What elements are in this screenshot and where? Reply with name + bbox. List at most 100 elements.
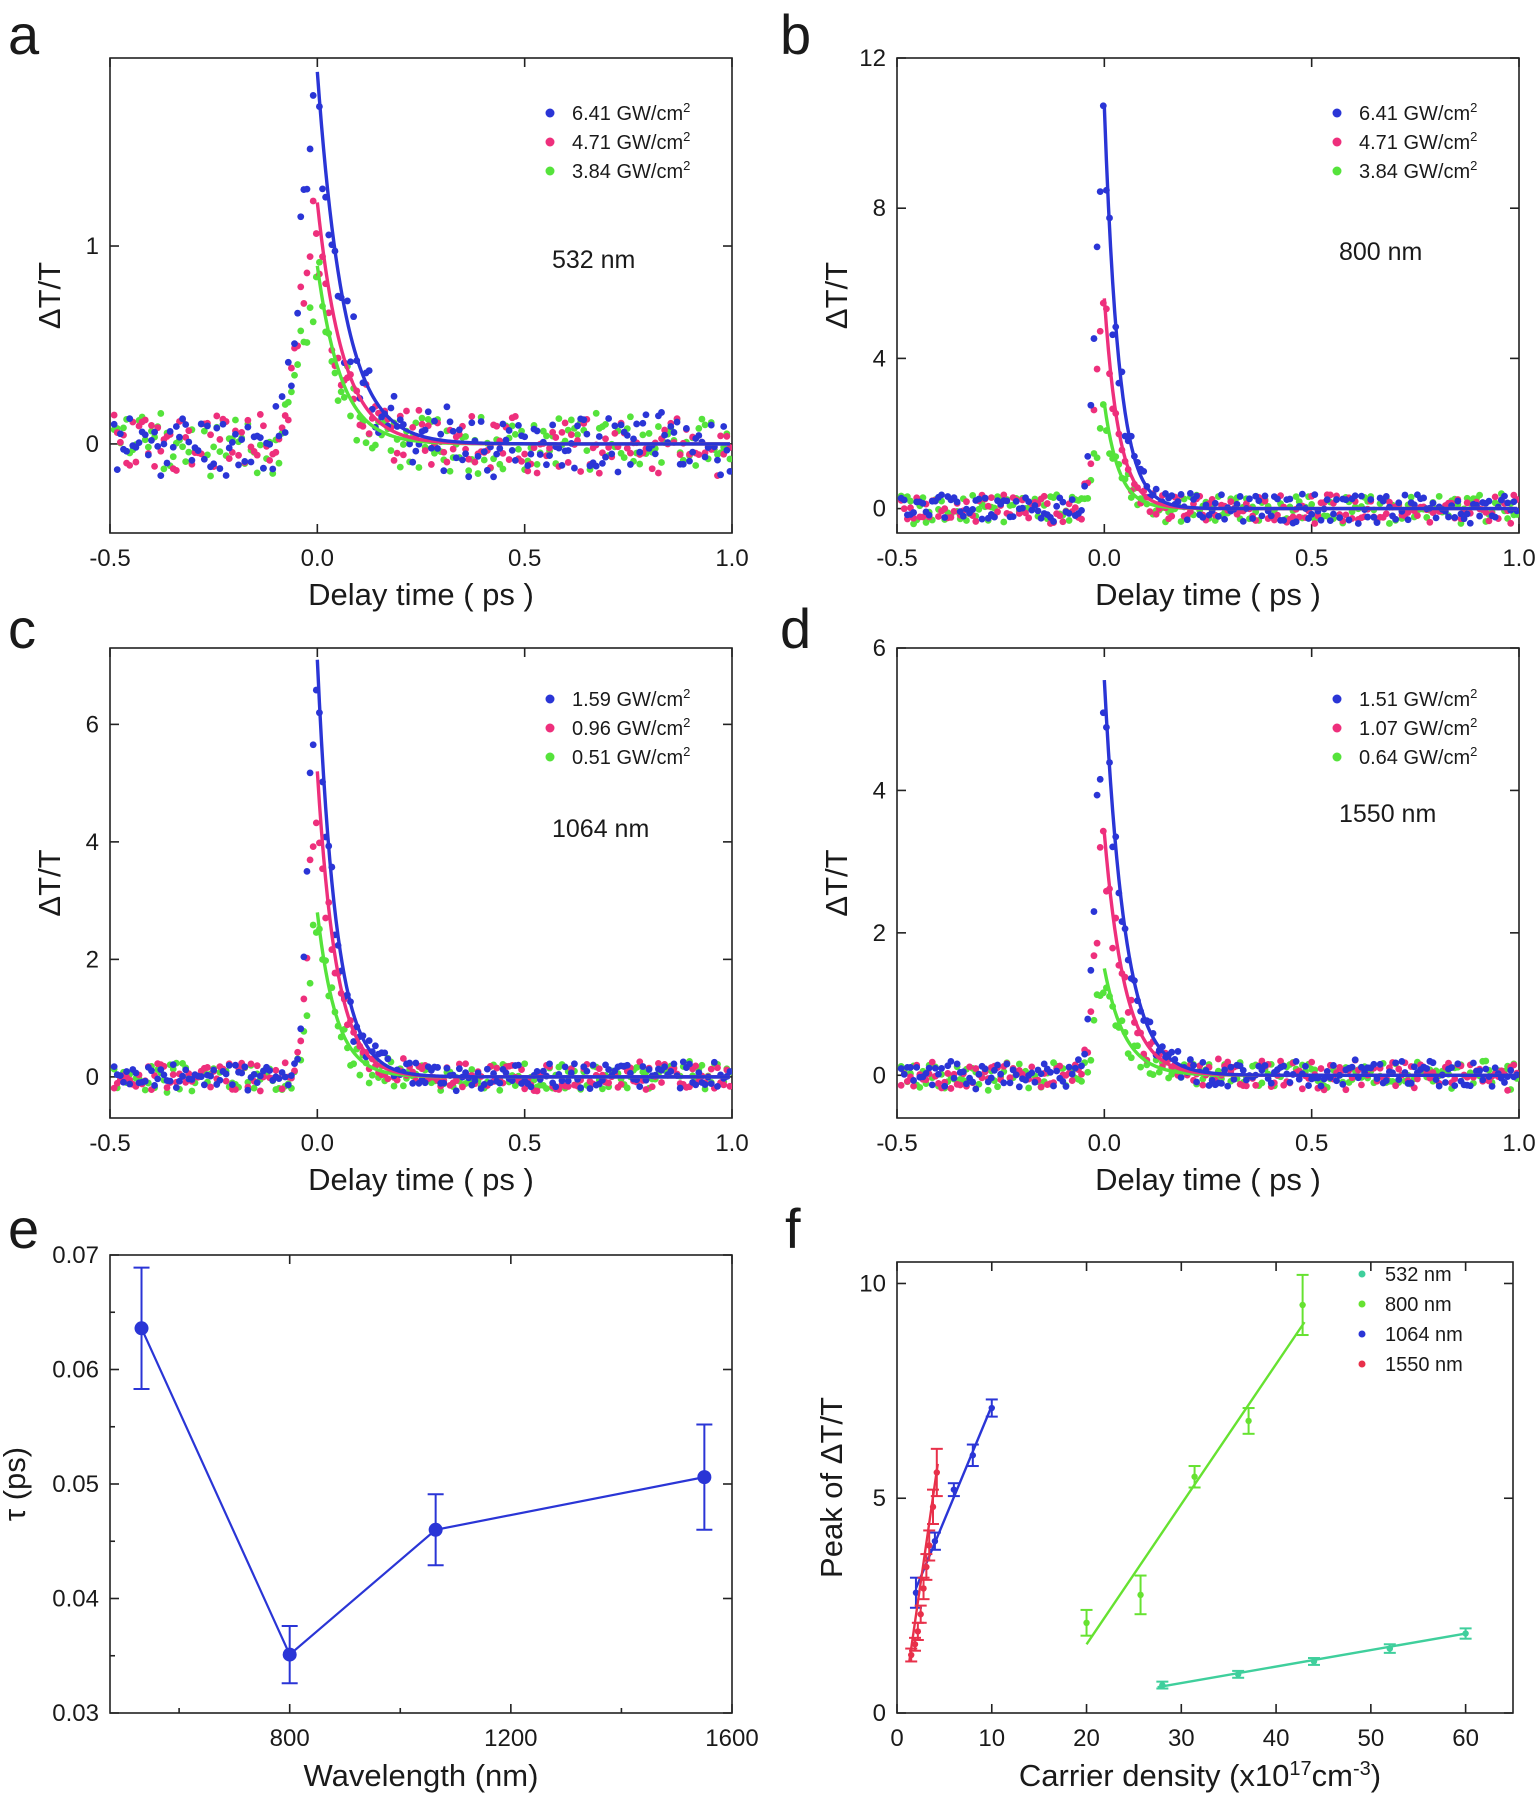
x-tick-label: 40 xyxy=(1263,1725,1290,1752)
data-point-green xyxy=(620,454,628,461)
data-point-blue xyxy=(1491,513,1499,521)
data-point-blue xyxy=(1034,507,1042,515)
data-point-blue xyxy=(1302,1062,1309,1070)
data-point-pink xyxy=(443,458,451,466)
data-point-pink xyxy=(284,416,292,424)
data-point-pink xyxy=(642,1086,650,1093)
data-point-blue xyxy=(200,1081,208,1089)
data-point-blue xyxy=(313,46,320,53)
legend-marker-teal xyxy=(1358,1270,1366,1278)
data-point-pink xyxy=(577,468,585,475)
y-tick-label: 0.04 xyxy=(52,1586,99,1613)
data-point-blue xyxy=(997,1070,1005,1078)
data-point-blue xyxy=(953,1060,961,1068)
data-point xyxy=(697,1470,712,1485)
data-point-pink xyxy=(1382,510,1390,518)
data-point-green xyxy=(399,441,407,448)
data-point-blue xyxy=(1062,1083,1070,1090)
data-point-pink xyxy=(1261,497,1269,505)
wavelength-label: 532 nm xyxy=(552,246,635,274)
data-point-blue xyxy=(281,1073,289,1081)
data-point-pink xyxy=(418,420,426,428)
data-point-pink xyxy=(403,407,410,415)
data-point-pink xyxy=(552,434,560,441)
data-point-green xyxy=(303,339,311,346)
data-point-blue xyxy=(1410,501,1418,509)
data-point-pink xyxy=(994,508,1001,516)
x-tick-label: 1600 xyxy=(705,1725,758,1752)
x-tick-label: 0.0 xyxy=(301,545,334,572)
data-point-green xyxy=(294,361,302,368)
data-point-blue xyxy=(440,1079,448,1087)
y-axis-label: ΔT/T xyxy=(32,849,67,916)
data-point-blue xyxy=(1432,1076,1440,1084)
data-point-green xyxy=(592,409,600,417)
series-red xyxy=(905,1447,943,1663)
data-point-pink xyxy=(235,451,242,459)
legend-marker-pink xyxy=(545,723,555,733)
data-point-green xyxy=(284,398,292,406)
data-point-blue xyxy=(602,453,609,461)
data-point-blue xyxy=(412,447,420,455)
data-point-blue xyxy=(197,1073,205,1080)
data-point-blue xyxy=(225,1061,233,1069)
data-point-blue xyxy=(928,1081,936,1089)
data-point-blue xyxy=(110,1063,118,1070)
data-point xyxy=(1137,1591,1144,1599)
legend-marker-blue xyxy=(1332,108,1342,118)
data-point-green xyxy=(1096,424,1104,432)
data-point-blue xyxy=(630,435,637,443)
fit-curve-pink xyxy=(1102,832,1517,1077)
data-point-blue xyxy=(135,439,143,447)
data-point-blue xyxy=(443,1064,451,1072)
legend-marker-blue xyxy=(1358,1330,1366,1338)
data-point-blue xyxy=(160,1071,168,1079)
data-point-green xyxy=(163,1089,171,1096)
data-point-pink xyxy=(602,435,609,443)
data-point-green xyxy=(994,1083,1001,1091)
data-point-green xyxy=(599,1085,606,1093)
data-point-pink xyxy=(654,469,662,477)
data-point-blue xyxy=(144,451,152,459)
data-point-pink xyxy=(399,451,407,459)
data-point-pink xyxy=(306,253,314,261)
data-point-pink xyxy=(238,428,246,436)
data-point-blue xyxy=(950,1074,958,1082)
data-point-pink xyxy=(521,450,529,458)
data-point-blue xyxy=(1510,498,1518,506)
data-point-blue xyxy=(987,1074,995,1082)
data-point-blue xyxy=(947,1057,955,1065)
data-point-blue xyxy=(1186,489,1194,497)
y-tick-label: 4 xyxy=(873,777,886,804)
fit-curve-blue xyxy=(315,659,730,1079)
x-tick-label: 0.5 xyxy=(508,545,541,572)
data-point-green xyxy=(468,1066,476,1073)
data-point-blue xyxy=(1320,1075,1328,1083)
data-point-blue xyxy=(1286,495,1294,503)
data-point-blue xyxy=(483,466,491,474)
data-point xyxy=(917,1611,924,1618)
data-point-pink xyxy=(947,1085,955,1092)
data-point-green xyxy=(1308,500,1316,508)
data-point-blue xyxy=(440,467,448,475)
data-point-pink xyxy=(595,469,603,477)
data-point-blue xyxy=(595,433,603,440)
data-point-green xyxy=(288,388,295,396)
data-point-pink xyxy=(222,1077,230,1085)
data-point xyxy=(931,1537,939,1545)
data-point-pink xyxy=(1096,327,1104,335)
data-point-blue xyxy=(493,450,501,458)
x-tick-label: 0.5 xyxy=(1295,545,1328,572)
data-point-blue xyxy=(1174,1048,1182,1055)
data-point-blue xyxy=(1233,500,1241,508)
data-point-pink xyxy=(533,469,541,477)
data-point-blue xyxy=(1249,515,1256,522)
x-tick-label: 50 xyxy=(1357,1725,1384,1752)
data-point xyxy=(908,1651,915,1659)
x-axis-label: Delay time ( ps ) xyxy=(1095,577,1321,612)
data-point-green xyxy=(726,455,732,463)
data-point-green xyxy=(1482,1057,1490,1065)
data-point-pink xyxy=(390,457,398,464)
data-point-pink xyxy=(897,1081,905,1089)
data-point-blue xyxy=(1177,491,1185,498)
